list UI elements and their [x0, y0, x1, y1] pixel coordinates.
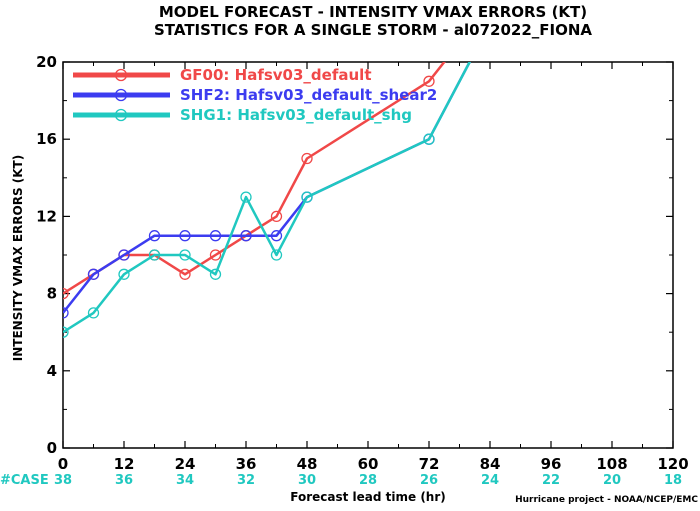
series-point: [423, 75, 435, 87]
series-point: [63, 307, 69, 319]
series-point: [240, 191, 252, 203]
legend-label: GF00: Hafsv03_default: [180, 66, 371, 84]
x-tick-label: 72: [419, 455, 440, 473]
legend-marker: [114, 68, 128, 82]
legend-label: SHG1: Hafsv03_default_shg: [180, 106, 412, 124]
x-tick-label: 48: [297, 455, 318, 473]
chart-title: MODEL FORECAST - INTENSITY VMAX ERRORS (…: [159, 3, 587, 21]
x-tick-label: 120: [657, 455, 688, 473]
x-tick-label: 24: [175, 455, 196, 473]
plot-area: [63, 62, 472, 338]
series-point: [148, 230, 161, 242]
series-3: [63, 62, 472, 338]
series-point: [63, 287, 69, 300]
x-tick-label: 0: [58, 455, 68, 473]
y-tick-label: 8: [47, 285, 57, 303]
legend-label: SHF2: Hafsv03_default_shear2: [180, 86, 437, 104]
case-label: #CASE: [0, 473, 49, 488]
series-point: [118, 249, 130, 261]
series-point: [270, 249, 283, 261]
series-point: [301, 152, 313, 165]
y-tick-label: 20: [36, 53, 57, 71]
case-count: 24: [481, 473, 499, 488]
series-point: [209, 249, 222, 261]
series-line: [63, 62, 472, 334]
series-point: [63, 326, 69, 338]
series-point: [209, 268, 222, 280]
legend-marker: [114, 108, 128, 122]
credit-text: Hurricane project - NOAA/NCEP/EMC: [515, 495, 698, 505]
series-point: [179, 230, 191, 242]
case-count: 22: [542, 473, 560, 488]
series-point: [209, 230, 222, 242]
case-count: 20: [603, 473, 621, 488]
legend-marker: [114, 88, 128, 102]
y-tick-label: 0: [47, 439, 57, 457]
series-point: [240, 230, 252, 242]
series-point: [301, 191, 313, 203]
case-count: 26: [420, 473, 438, 488]
y-tick-label: 4: [47, 362, 57, 380]
x-tick-label: 60: [358, 455, 379, 473]
y-tick-label: 16: [36, 130, 57, 148]
case-count: 34: [176, 473, 194, 488]
x-tick-label: 108: [596, 455, 627, 473]
series-point: [87, 268, 100, 280]
x-tick-label: 12: [114, 455, 135, 473]
case-count: 36: [115, 473, 133, 488]
case-count: 30: [298, 473, 316, 488]
series-point: [423, 133, 435, 145]
series-point: [179, 268, 191, 280]
y-tick-label: 12: [36, 207, 57, 225]
series-point: [148, 249, 161, 261]
case-count: 18: [664, 473, 682, 488]
series-point: [270, 210, 283, 223]
series-point: [270, 230, 283, 242]
x-tick-label: 84: [480, 455, 501, 473]
y-axis-label: INTENSITY VMAX ERRORS (KT): [11, 155, 25, 361]
chart-subtitle: STATISTICS FOR A SINGLE STORM - al072022…: [154, 21, 592, 39]
series-point: [179, 249, 191, 261]
x-axis-label: Forecast lead time (hr): [290, 490, 446, 504]
series-point: [87, 307, 100, 319]
x-tick-label: 96: [541, 455, 562, 473]
case-count: 28: [359, 473, 377, 488]
case-count: 32: [237, 473, 255, 488]
series-point: [118, 268, 130, 280]
case-count: 38: [54, 473, 72, 488]
legend: GF00: Hafsv03_default SHF2: Hafsv03_defau…: [73, 66, 437, 124]
x-tick-label: 36: [236, 455, 257, 473]
